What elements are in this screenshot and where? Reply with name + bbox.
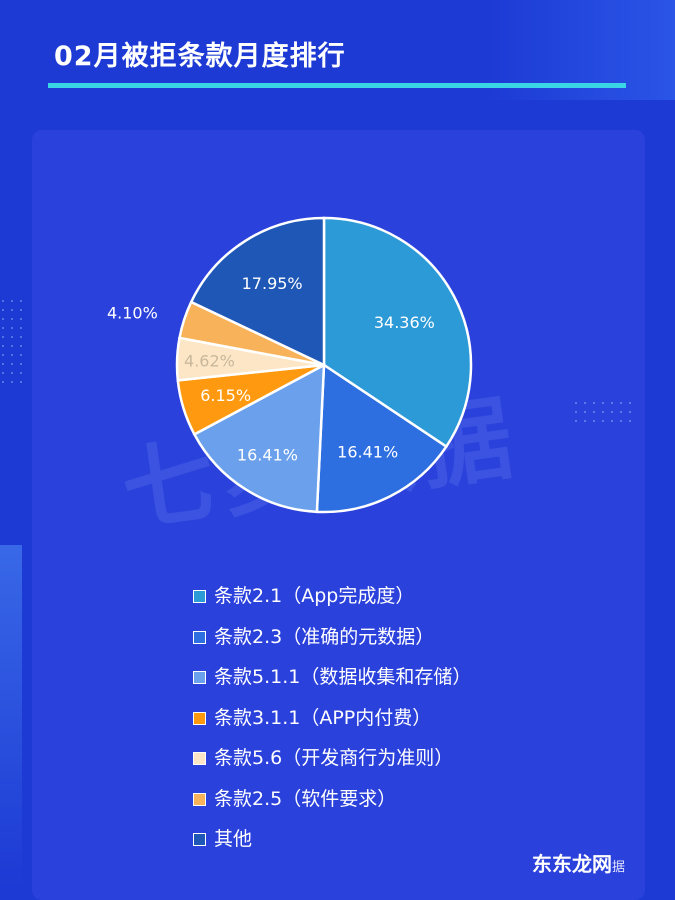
pie-slice [315,362,449,514]
corner-logo-text: 东东龙网 [532,852,612,876]
legend-swatch [193,752,206,765]
slice-value-label: 34.36% [374,313,435,332]
legend-item: 其他 [193,826,471,867]
legend-swatch [193,711,206,725]
legend-label: 条款5.6（开发商行为准则） [214,747,454,769]
legend-swatch [193,590,206,603]
slice-value-label: 16.41% [337,443,398,462]
page-title: 02月被拒条款月度排行 [54,41,346,72]
legend-swatch [193,671,206,684]
legend-item: 条款5.6（开发商行为准则） [193,745,471,786]
left-edge-glow [0,545,22,888]
legend-label: 条款3.1.1（APP内付费） [214,706,432,729]
chart-legend: 条款2.1（App完成度） 条款2.3（准确的元数据） 条款5.1.1（数据收集和存… [193,583,471,867]
slice-value-label: 4.62% [184,351,235,370]
legend-swatch [193,792,206,806]
legend-item: 条款2.5（软件要求） [193,786,471,827]
corner-watermark-logo: 东东龙网据 [532,848,625,877]
slice-value-label: 6.15% [200,386,251,405]
corner-logo-small: 据 [612,860,626,875]
slice-value-label: 17.95% [242,274,303,293]
legend-swatch [193,833,206,846]
legend-item: 条款5.1.1（数据收集和存储） [193,664,471,705]
pie-slice [189,216,326,367]
decorative-dots-left [2,300,22,383]
legend-label: 条款5.1.1（数据收集和存储） [214,666,472,688]
legend-swatch [193,630,206,644]
legend-item: 条款2.1（App完成度） [193,583,471,624]
pie-slice [192,362,326,514]
decorative-dots-right [575,402,631,422]
legend-label: 条款2.5（软件要求） [214,787,397,810]
legend-label: 条款2.3（准确的元数据） [214,625,435,648]
legend-label: 其他 [214,828,253,850]
title-underline [48,83,626,88]
legend-item: 条款2.3（准确的元数据） [193,624,471,665]
legend-item: 条款3.1.1（APP内付费） [193,705,471,746]
legend-label: 条款2.1（App完成度） [214,585,415,607]
slice-value-label: 16.41% [237,445,298,464]
slice-value-label: 4.10% [107,303,158,322]
